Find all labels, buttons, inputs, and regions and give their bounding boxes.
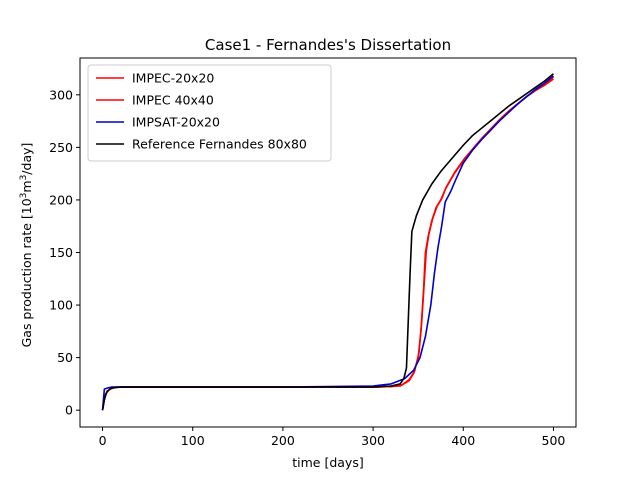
legend: IMPEC-20x20 IMPEC 40x40 IMPSAT-20x20 Refere… <box>87 64 332 162</box>
legend-label: IMPSAT-20x20 <box>132 115 220 130</box>
plot-layer <box>101 73 554 411</box>
y-tick-label: 250 <box>49 140 73 155</box>
x-tick-label: 400 <box>451 433 475 448</box>
y-axis-label: Gas production rate [103m3/day] <box>19 143 34 348</box>
x-tick-label: 200 <box>271 433 295 448</box>
series-line-4 <box>101 73 554 411</box>
x-tick-label: 0 <box>99 433 107 448</box>
y-tick-label: 100 <box>49 298 73 313</box>
y-axis-label-sup2: 3 <box>19 175 29 181</box>
y-axis: 0 50 100 150 200 250 300 <box>49 87 80 418</box>
y-axis-label-sup1: 3 <box>19 193 29 199</box>
legend-label: IMPEC 40x40 <box>132 93 214 108</box>
x-tick-label: 500 <box>542 433 566 448</box>
axes-frame <box>79 57 577 428</box>
legend-label: IMPEC-20x20 <box>132 71 214 86</box>
y-axis-label-pre: Gas production rate [10 <box>19 198 34 347</box>
x-tick-label: 100 <box>181 433 205 448</box>
chart-title: Case1 - Fernandes's Dissertation <box>205 36 451 54</box>
y-axis-label-mid: m <box>19 180 34 192</box>
y-tick-label: 0 <box>65 403 73 418</box>
x-tick-label: 300 <box>361 433 385 448</box>
legend-box <box>87 64 332 162</box>
y-tick-label: 300 <box>49 87 73 102</box>
y-axis-label-post: /day] <box>19 143 34 175</box>
x-axis-label: time [days] <box>292 455 363 470</box>
y-tick-label: 200 <box>49 192 73 207</box>
legend-label: Reference Fernandes 80x80 <box>132 137 307 152</box>
x-axis: 0 100 200 300 400 500 <box>99 427 566 448</box>
y-tick-label: 50 <box>57 350 73 365</box>
y-tick-label: 150 <box>49 245 73 260</box>
